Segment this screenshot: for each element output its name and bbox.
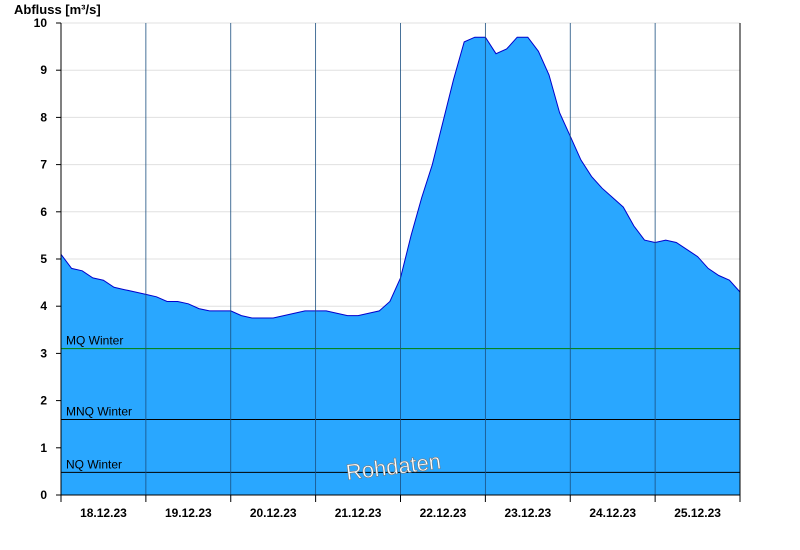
x-tick-label: 23.12.23 [504,506,551,520]
y-tick-label: 8 [40,110,47,124]
y-tick-label: 0 [40,488,47,502]
y-tick-label: 5 [40,252,47,266]
x-tick-label: 21.12.23 [335,506,382,520]
y-tick-label: 9 [40,63,47,77]
plot-area: MQ Winter MNQ Winter NQ Winter 0 1 2 3 4 5 6 7 8 9 10… [34,16,741,520]
x-tick-label: 25.12.23 [674,506,721,520]
y-tick-label: 6 [40,205,47,219]
x-tick-label: 18.12.23 [80,506,127,520]
reference-line-label: MNQ Winter [66,404,132,418]
reference-line-label: MQ Winter [66,334,123,348]
y-tick-label: 3 [40,346,47,360]
y-tick-label: 2 [40,394,47,408]
reference-line-label: NQ Winter [66,457,122,471]
y-tick-label: 7 [40,158,47,172]
x-tick-label: 19.12.23 [165,506,212,520]
x-tick-label: 20.12.23 [250,506,297,520]
y-tick-label: 10 [34,16,48,30]
y-tick-label: 1 [40,441,47,455]
x-tick-label: 22.12.23 [420,506,467,520]
x-tick-label: 24.12.23 [589,506,636,520]
y-tick-label: 4 [40,299,47,313]
y-axis-label: Abfluss [m³/s] [14,2,101,17]
